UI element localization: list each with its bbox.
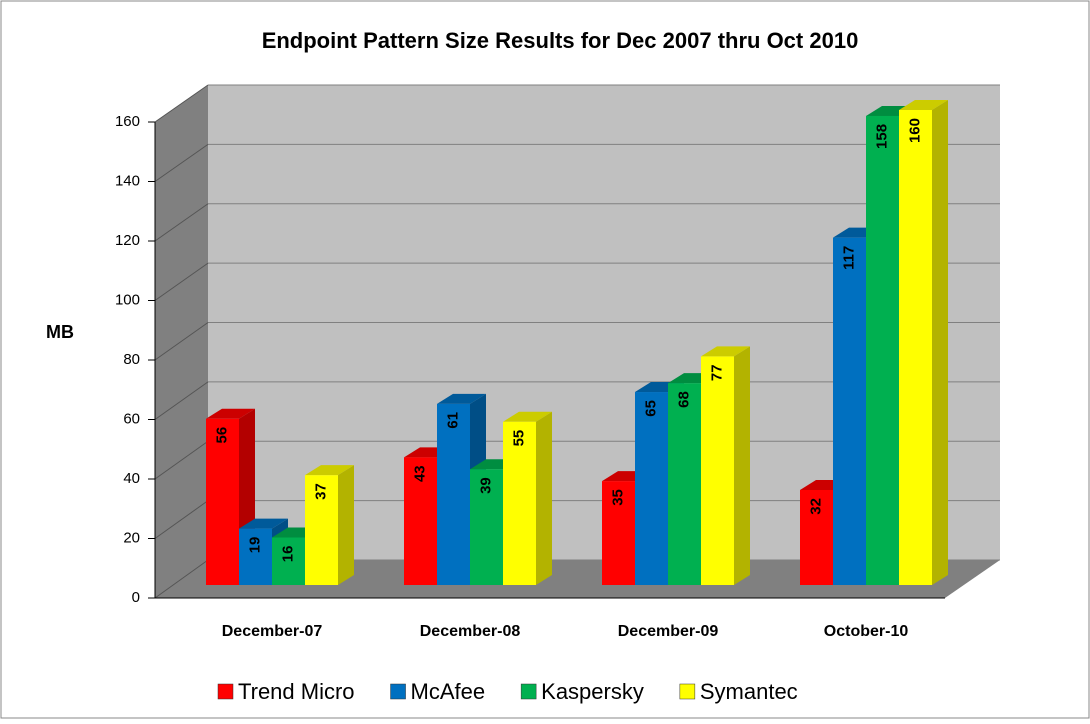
bar-side	[536, 411, 552, 585]
data-label: 56	[213, 427, 230, 444]
bar-front	[239, 528, 272, 585]
legend-swatch	[520, 683, 537, 700]
data-label: 55	[510, 430, 527, 447]
bar-top	[206, 408, 255, 419]
data-label: 37	[312, 483, 329, 500]
bar	[437, 393, 486, 585]
bar-side	[932, 100, 948, 585]
bar	[305, 465, 354, 585]
data-label: 35	[609, 489, 626, 506]
legend-swatch	[217, 683, 234, 700]
x-tick-label: October-10	[824, 623, 909, 640]
x-tick-label: December-09	[618, 623, 719, 640]
grid-line	[154, 84, 209, 123]
bar-front	[800, 490, 833, 585]
data-label: 68	[675, 391, 692, 408]
y-tick-label: 60	[123, 410, 140, 427]
bar	[470, 459, 519, 585]
y-tick-label: 40	[123, 470, 140, 487]
bar-front	[899, 110, 932, 585]
bar-top	[503, 411, 552, 422]
legend-label: Kaspersky	[541, 679, 644, 704]
y-tick-label: 140	[115, 172, 140, 189]
bar-front	[866, 115, 899, 585]
bar	[701, 346, 750, 585]
bar-front	[602, 481, 635, 585]
grid-line	[154, 440, 209, 480]
data-label: 117	[840, 246, 857, 270]
bar-front	[272, 537, 305, 585]
data-label: 39	[477, 477, 494, 494]
chart-title: Endpoint Pattern Size Results for Dec 20…	[262, 28, 859, 53]
y-tick-label: 160	[115, 113, 140, 130]
grid-line	[154, 143, 209, 182]
data-label: 160	[906, 118, 923, 143]
y-tick-label: 0	[132, 589, 140, 606]
bar-side	[338, 465, 354, 585]
data-label: 158	[873, 124, 890, 149]
data-label: 61	[444, 412, 461, 429]
x-tick-label: December-07	[222, 623, 323, 640]
grid-line	[154, 262, 209, 301]
bar-top	[437, 393, 486, 404]
bar	[899, 100, 948, 585]
y-tick-label: 100	[115, 291, 140, 308]
bar-side	[734, 346, 750, 585]
bar-front	[470, 469, 503, 585]
bar-top	[239, 518, 288, 529]
bar-top	[899, 100, 948, 110]
data-label: 43	[411, 465, 428, 482]
bar-front	[437, 403, 470, 585]
data-label: 77	[708, 364, 725, 381]
x-tick-label: December-08	[420, 623, 521, 640]
data-label: 32	[807, 498, 824, 515]
y-tick-label: 20	[123, 529, 140, 546]
grid-line	[154, 559, 209, 599]
y-axis-label: MB	[46, 322, 74, 342]
bar-top	[701, 346, 750, 357]
legend-label: Trend Micro	[238, 679, 355, 704]
floor	[155, 560, 1000, 598]
bar-front	[668, 383, 701, 585]
legend-label: McAfee	[411, 679, 486, 704]
legend-swatch	[679, 683, 696, 700]
bar-top	[305, 465, 354, 476]
bar-front	[503, 421, 536, 585]
bar	[503, 411, 552, 585]
bar-front	[635, 392, 668, 585]
legend-label: Symantec	[700, 679, 798, 704]
y-tick-label: 80	[123, 351, 140, 368]
bar-front	[404, 457, 437, 585]
data-label: 19	[246, 537, 263, 554]
grid-line	[154, 381, 209, 420]
bar-front	[701, 356, 734, 585]
legend-swatch	[390, 683, 406, 700]
bar-front	[833, 237, 866, 585]
grid-line	[154, 203, 209, 242]
grid-line	[154, 322, 209, 361]
data-label: 65	[642, 400, 659, 417]
data-label: 16	[279, 546, 296, 563]
bar-front	[305, 475, 338, 585]
grid-line	[154, 500, 209, 539]
bar-front	[206, 418, 239, 585]
y-tick-label: 120	[115, 232, 140, 249]
